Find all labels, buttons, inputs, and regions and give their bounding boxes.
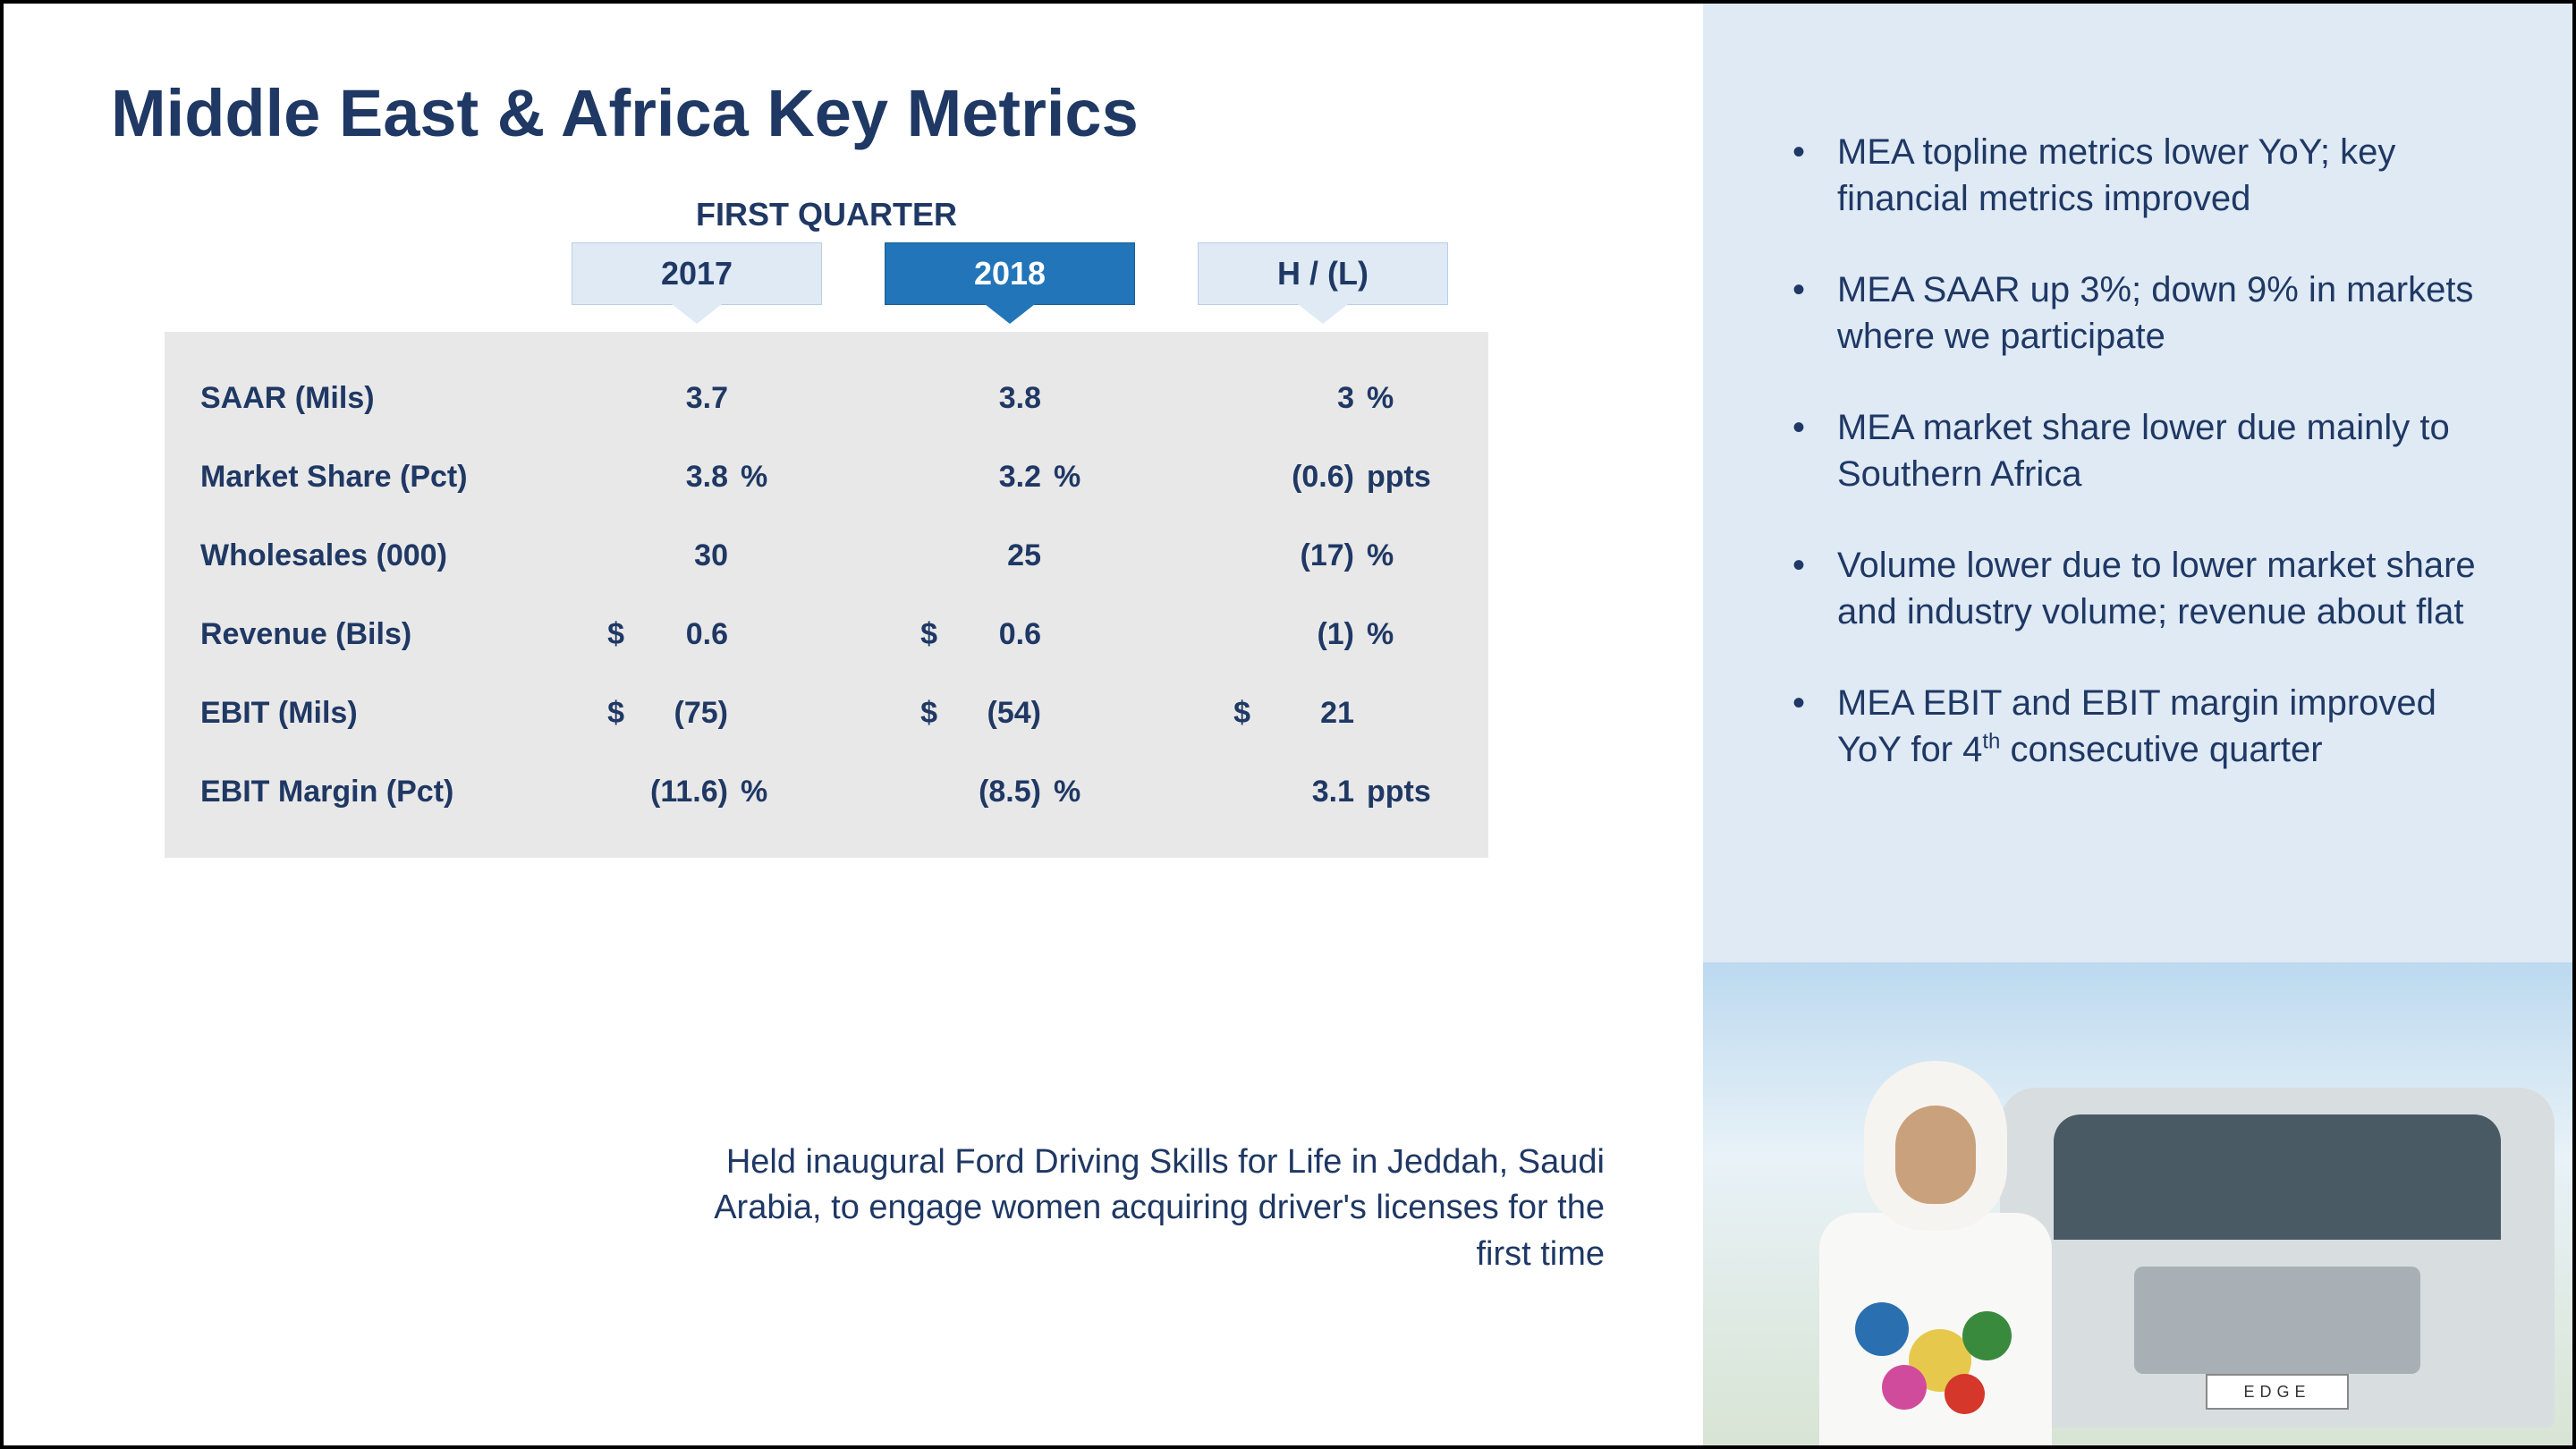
bullet-item: •MEA SAAR up 3%; down 9% in markets wher… xyxy=(1792,267,2501,360)
bullet-dot-icon: • xyxy=(1792,680,1837,773)
bullet-text: MEA SAAR up 3%; down 9% in markets where… xyxy=(1837,267,2501,360)
table-row: SAAR (Mils)3.73.83% xyxy=(165,359,1488,437)
cell-delta: (1)% xyxy=(1166,617,1479,652)
page-title: Middle East & Africa Key Metrics xyxy=(111,75,1649,151)
table-row: Revenue (Bils)$0.6$0.6(1)% xyxy=(165,595,1488,674)
side-panel: •MEA topline metrics lower YoY; key fina… xyxy=(1703,4,2572,1445)
bullet-text: MEA market share lower due mainly to Sou… xyxy=(1837,404,2501,497)
row-label: EBIT (Mils) xyxy=(165,696,540,731)
row-label: Revenue (Bils) xyxy=(165,617,540,652)
row-label: SAAR (Mils) xyxy=(165,381,540,416)
bullet-text: MEA EBIT and EBIT margin improved YoY fo… xyxy=(1837,680,2501,773)
cell-delta: 3.1ppts xyxy=(1166,775,1479,809)
row-label: EBIT Margin (Pct) xyxy=(165,775,540,809)
row-label: Market Share (Pct) xyxy=(165,460,540,495)
bullet-dot-icon: • xyxy=(1792,267,1837,360)
column-header-2018: 2018 xyxy=(885,242,1135,305)
table-row: Wholesales (000)3025(17)% xyxy=(165,516,1488,595)
cell-2017: 3.8% xyxy=(540,460,853,495)
metrics-table: 2017 2018 H / (L) SAAR (Mils)3.73.83%Mar… xyxy=(165,242,1488,858)
cell-2018: 3.2% xyxy=(853,460,1166,495)
bullet-text: MEA topline metrics lower YoY; key finan… xyxy=(1837,129,2501,222)
bullet-text: Volume lower due to lower market share a… xyxy=(1837,542,2501,635)
person-illustration xyxy=(1801,1034,2070,1445)
bullet-list: •MEA topline metrics lower YoY; key fina… xyxy=(1703,4,2572,853)
table-row: Market Share (Pct)3.8%3.2%(0.6)ppts xyxy=(165,437,1488,516)
bullet-dot-icon: • xyxy=(1792,129,1837,222)
column-header-delta: H / (L) xyxy=(1198,242,1448,305)
cell-2017: $(75) xyxy=(540,696,853,731)
cell-2018: $(54) xyxy=(853,696,1166,731)
car-illustration: EDGE xyxy=(2000,1088,2555,1428)
cell-2018: 3.8 xyxy=(853,381,1166,416)
bullet-item: •MEA market share lower due mainly to So… xyxy=(1792,404,2501,497)
cell-2018: 25 xyxy=(853,538,1166,573)
table-row: EBIT (Mils)$(75)$(54)$21 xyxy=(165,674,1488,752)
cell-2017: 30 xyxy=(540,538,853,573)
license-plate: EDGE xyxy=(2206,1374,2349,1410)
cell-delta: (17)% xyxy=(1166,538,1479,573)
table-row: EBIT Margin (Pct)(11.6)%(8.5)%3.1ppts xyxy=(165,752,1488,831)
table-body: SAAR (Mils)3.73.83%Market Share (Pct)3.8… xyxy=(165,332,1488,858)
cell-delta: 3% xyxy=(1166,381,1479,416)
bullet-dot-icon: • xyxy=(1792,542,1837,635)
cell-2017: (11.6)% xyxy=(540,775,853,809)
cell-delta: $21 xyxy=(1166,696,1479,731)
column-headers: 2017 2018 H / (L) xyxy=(165,242,1488,332)
cell-2017: $0.6 xyxy=(540,617,853,652)
row-label: Wholesales (000) xyxy=(165,538,540,573)
bullet-dot-icon: • xyxy=(1792,404,1837,497)
cell-delta: (0.6)ppts xyxy=(1166,460,1479,495)
cell-2017: 3.7 xyxy=(540,381,853,416)
photo-placeholder: EDGE xyxy=(1703,962,2572,1445)
bullet-item: •Volume lower due to lower market share … xyxy=(1792,542,2501,635)
cell-2018: $0.6 xyxy=(853,617,1166,652)
bullet-item: •MEA topline metrics lower YoY; key fina… xyxy=(1792,129,2501,222)
column-header-2017: 2017 xyxy=(572,242,822,305)
photo-caption: Held inaugural Ford Driving Skills for L… xyxy=(683,1140,1605,1277)
main-content: Middle East & Africa Key Metrics FIRST Q… xyxy=(4,4,1703,1445)
table-subtitle: FIRST QUARTER xyxy=(165,196,1488,233)
cell-2018: (8.5)% xyxy=(853,775,1166,809)
bullet-item: •MEA EBIT and EBIT margin improved YoY f… xyxy=(1792,680,2501,773)
